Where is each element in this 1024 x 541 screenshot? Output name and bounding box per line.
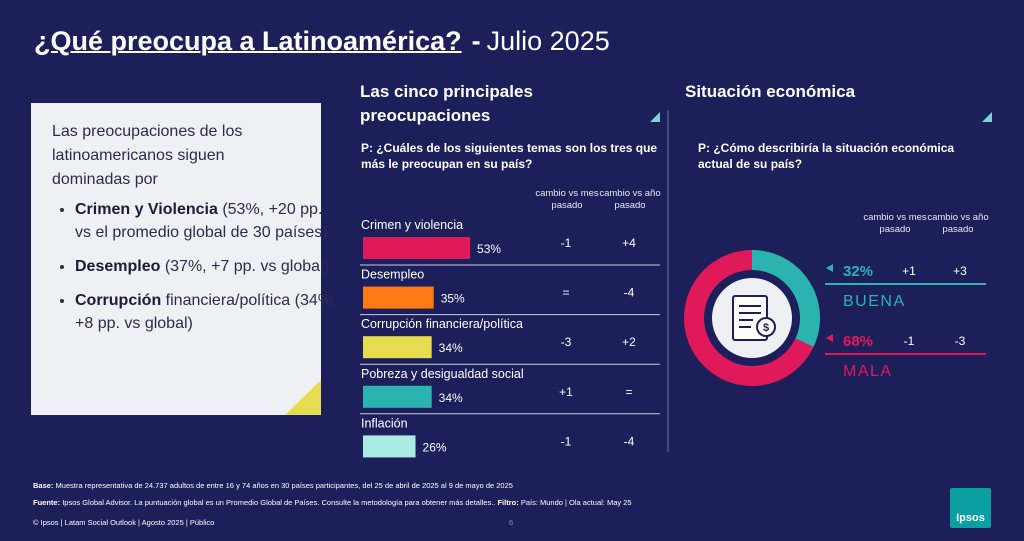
category-label: Corrupción financiera/política (361, 317, 523, 331)
change-year: -4 (624, 286, 635, 300)
concerns-title: Las cinco principales preocupaciones (360, 82, 533, 125)
summary-item-bold: Corrupción (75, 292, 162, 309)
change-year: +2 (622, 335, 636, 349)
change-year: -3 (955, 334, 966, 348)
change-month: -1 (561, 434, 572, 448)
decor-triangle (650, 112, 660, 122)
footer-text: País: Mundo | Ola actual: May 25 (520, 498, 632, 507)
category-label: Pobreza y desigualdad social (361, 367, 524, 381)
row-arrow (826, 334, 833, 342)
footer-label: Filtro: (497, 498, 519, 507)
summary-item: Desempleo (37%, +7 pp. vs global) (75, 255, 337, 278)
column-header: cambio vs mes pasado (535, 188, 599, 211)
summary-item-bold: Desempleo (75, 258, 161, 275)
change-month: +1 (902, 264, 916, 278)
value-label: 68% (843, 333, 873, 350)
change-year: +4 (622, 236, 636, 250)
row-arrow (826, 264, 833, 272)
summary-item-text: (37%, +7 pp. vs global) (164, 258, 329, 275)
change-month: -1 (561, 236, 572, 250)
summary-item-text: (53%, +20 pp. vs el promedio global de 3… (75, 201, 328, 241)
footer-text: Ipsos Global Advisor. La puntuación glob… (62, 498, 496, 507)
category-label: Inflación (361, 416, 408, 430)
summary-box: Las preocupaciones de los latinoamerican… (31, 103, 336, 415)
donut-segment (752, 250, 821, 347)
value-label: 35% (441, 292, 465, 306)
change-year: -4 (624, 434, 635, 448)
change-year: = (625, 385, 632, 399)
footer-label: Fuente: (33, 498, 61, 507)
bar (363, 385, 432, 408)
title-separator: - (471, 26, 481, 56)
value-label: 26% (423, 440, 447, 454)
bar (363, 336, 432, 359)
page-number: 6 (509, 518, 514, 527)
footer-label: Base: (33, 481, 54, 490)
bar (363, 435, 416, 458)
footer-source: Fuente: Ipsos Global Advisor. La puntuac… (33, 498, 632, 507)
summary-item-text: financiera/política (34%, +8 pp. vs glob… (75, 292, 337, 332)
footer-text: Muestra representativa de 24.737 adultos… (55, 481, 513, 490)
change-month: -3 (561, 335, 572, 349)
change-month: -1 (904, 334, 915, 348)
category-label: BUENA (843, 293, 906, 310)
summary-item: Corrupción financiera/política (34%, +8 … (75, 289, 337, 335)
column-header: cambio vs año pasado (599, 188, 661, 211)
value-label: 34% (439, 341, 463, 355)
change-month: +1 (559, 385, 573, 399)
title-date: Julio 2025 (486, 26, 610, 56)
economy-title: Situación económica (685, 82, 856, 101)
summary-item-bold: Crimen y Violencia (75, 201, 218, 218)
value-label: 34% (439, 391, 463, 405)
footer-copyright: © Ipsos | Latam Social Outlook | Agosto … (33, 518, 215, 527)
category-label: MALA (843, 363, 893, 380)
category-label: Crimen y violencia (361, 218, 463, 232)
logo-text: Ipsos (956, 512, 985, 524)
title-main: ¿Qué preocupa a Latinoamérica? (34, 26, 462, 56)
economy-question: P: ¿Cómo describiría la situación económ… (698, 141, 955, 171)
slide-title: ¿Qué preocupa a Latinoamérica? - Julio 202… (34, 26, 610, 57)
value-label: 53% (477, 242, 501, 256)
column-header: cambio vs año pasado (927, 212, 989, 235)
donut-segment (684, 250, 814, 386)
summary-list: Crimen y Violencia (53%, +20 pp. vs el p… (51, 198, 337, 346)
summary-intro: Las preocupaciones de los latinoamerican… (52, 123, 243, 188)
decor-triangle (982, 112, 992, 122)
concerns-question: P: ¿Cuáles de los siguientes temas son l… (361, 141, 658, 171)
logo: Ipsos (950, 488, 991, 528)
category-label: Desempleo (361, 268, 424, 282)
donut-icon: $ (712, 278, 792, 358)
change-year: +3 (953, 264, 967, 278)
value-label: 32% (843, 263, 873, 280)
bar (363, 286, 434, 309)
summary-item: Crimen y Violencia (53%, +20 pp. vs el p… (75, 198, 337, 244)
bar (363, 237, 471, 259)
svg-text:$: $ (763, 322, 769, 334)
column-header: cambio vs mes pasado (863, 212, 927, 235)
corner-triangle (285, 380, 321, 415)
change-month: = (562, 286, 569, 300)
footer-base: Base: Muestra representativa de 24.737 a… (33, 481, 513, 490)
